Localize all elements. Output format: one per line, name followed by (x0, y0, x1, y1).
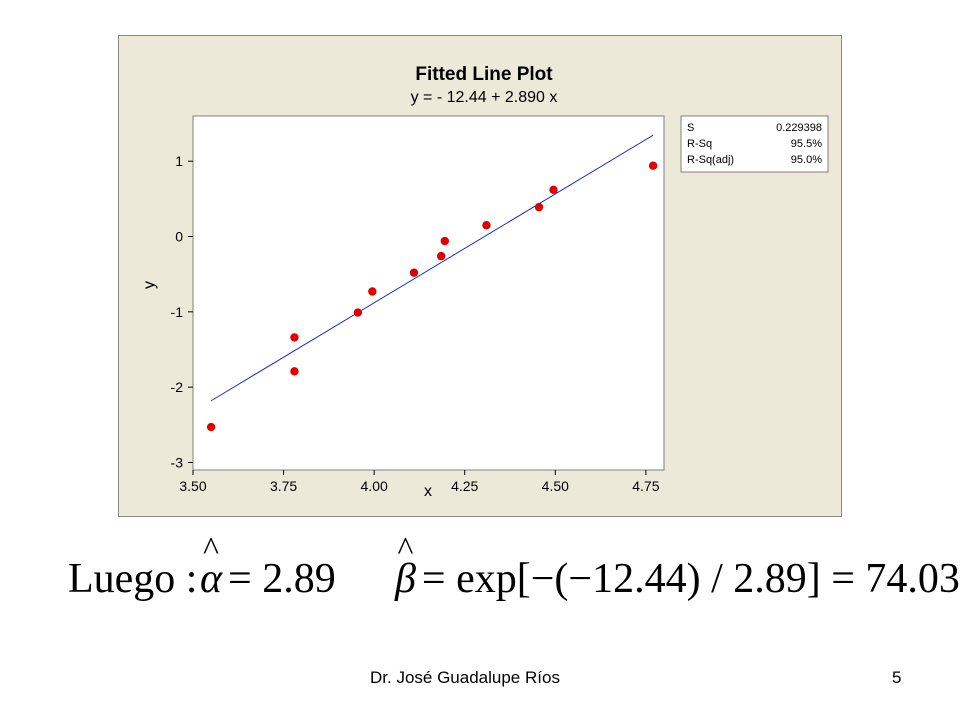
x-tick-label: 3.50 (179, 478, 206, 494)
data-point (440, 236, 450, 246)
beta-formula: ^ β = exp[−(−12.44) / 2.89] = 74.032 (395, 531, 960, 603)
fit-line-layer (210, 134, 654, 402)
stats-value: 95.5% (791, 138, 822, 150)
chart-frame: Fitted Line Plot y = - 12.44 + 2.890 x 3… (118, 35, 842, 517)
fitted-regression-line (210, 134, 654, 402)
y-tick-label: -1 (171, 304, 184, 320)
x-tick-label: 3.75 (270, 478, 297, 494)
formula-lead: Luego : (68, 556, 198, 602)
y-tick-label: -2 (171, 379, 184, 395)
data-point (648, 161, 658, 170)
beta-symbol: β (395, 556, 416, 602)
y-tick-label: 0 (175, 229, 183, 245)
data-point (353, 308, 363, 317)
beta-hat-symbol: ^ β (395, 531, 416, 603)
data-point (436, 251, 446, 261)
alpha-hat-symbol: ^ α (200, 531, 223, 603)
data-point (549, 185, 558, 195)
stats-label: S (687, 122, 694, 134)
alpha-formula: ^ α = 2.89 (200, 531, 336, 603)
stats-label: R-Sq (687, 138, 712, 150)
stats-box (680, 115, 829, 173)
stats-value: 95.0% (791, 154, 822, 166)
alpha-symbol: α (200, 556, 223, 602)
x-tick-label: 4.00 (361, 478, 388, 494)
x-tick-label: 4.25 (451, 478, 478, 494)
stats-label: R-Sq(adj) (687, 154, 734, 166)
x-tick-label: 4.50 (542, 478, 569, 494)
data-point (290, 367, 299, 376)
beta-hat-mark: ^ (397, 531, 414, 568)
data-point (534, 202, 544, 212)
page-number: 5 (892, 668, 902, 687)
x-tick-label: 4.75 (632, 478, 659, 494)
data-point (290, 333, 299, 342)
alpha-hat-mark: ^ (203, 531, 219, 568)
chart-subtitle: y = - 12.44 + 2.890 x (411, 89, 558, 106)
y-tick-label: -3 (171, 454, 184, 470)
fitted-line-plot: Fitted Line Plot y = - 12.44 + 2.890 x 3… (141, 64, 829, 500)
stats-table: S 0.229398 R-Sq 95.5% R-Sq(adj) 95.0% (687, 122, 822, 166)
formula-row: Luego : ^ α = 2.89 ^ β = exp[−(−12.44) / 2.8… (0, 531, 960, 625)
data-point (206, 422, 216, 432)
y-tick-label: 1 (175, 153, 183, 169)
stats-value: 0.229398 (776, 122, 822, 134)
data-point (368, 287, 377, 296)
chart-title: Fitted Line Plot (415, 64, 553, 85)
beta-rhs: = exp[−(−12.44) / 2.89] = 74.032 (421, 556, 960, 602)
data-points (206, 161, 658, 432)
alpha-rhs: = 2.89 (228, 556, 336, 602)
x-axis-label: x (424, 483, 432, 500)
data-point (482, 221, 491, 230)
axis-ticks: 3.50 3.75 4.00 4.25 4.50 4.75 1 0 -1 -2 -3 (171, 153, 660, 494)
footer-author: Dr. José Guadalupe Ríos (370, 668, 560, 687)
data-point (409, 268, 419, 277)
y-axis-label: y (141, 281, 158, 289)
plot-area (192, 115, 665, 471)
